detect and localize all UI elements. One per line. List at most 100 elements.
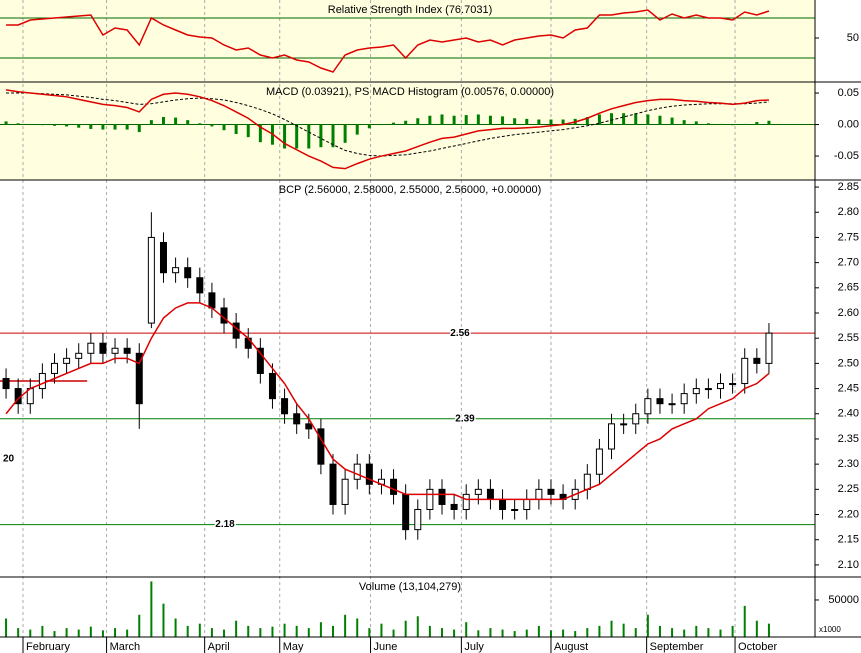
histogram-bar: [89, 124, 93, 129]
volume-bar: [646, 614, 649, 637]
candle-body: [2, 378, 10, 390]
histogram-bar: [331, 124, 335, 148]
histogram-bar: [622, 113, 626, 125]
y-tick-label: 2.85: [838, 181, 859, 193]
y-tick-label: 2.65: [838, 282, 859, 294]
y-tick-label: 2.35: [838, 433, 859, 445]
histogram-bar: [379, 124, 383, 126]
candle-body: [75, 352, 83, 359]
volume-bar: [695, 625, 698, 637]
candle-body: [123, 347, 131, 354]
histogram-bar: [113, 124, 117, 130]
candle-body: [620, 423, 628, 426]
histogram-bar: [198, 123, 202, 125]
x-tick-label: September: [650, 641, 704, 653]
volume-bar: [549, 630, 552, 637]
x-tick-label: August: [554, 641, 588, 653]
volume-bar: [223, 629, 226, 637]
volume-bar: [683, 629, 686, 637]
y-tick-label: 2.70: [838, 257, 859, 269]
histogram-bar: [706, 123, 710, 125]
candle-body: [63, 357, 71, 364]
volume-bar: [671, 628, 674, 637]
y-tick-label: 2.10: [838, 559, 859, 571]
candle-body: [462, 493, 470, 510]
histogram-bar: [101, 124, 105, 130]
volume-bar: [562, 629, 565, 637]
histogram-bar: [670, 117, 674, 125]
candle-body: [305, 423, 313, 430]
panel-title: MACD (0.03921), PS MACD Histogram (0.005…: [266, 86, 554, 98]
candle-body: [159, 241, 167, 274]
volume-bar: [731, 625, 734, 637]
volume-bar: [477, 630, 480, 637]
y-tick-label: 2.25: [838, 483, 859, 495]
candle-body: [147, 236, 155, 324]
volume-bar: [380, 623, 383, 637]
volume-bar: [465, 622, 468, 637]
volume-bar: [259, 628, 262, 637]
x-tick-label: March: [110, 641, 141, 653]
histogram-bar: [16, 123, 20, 125]
y-tick-label: 2.75: [838, 231, 859, 243]
candle-body: [426, 488, 434, 510]
y-tick-label: 2.30: [838, 458, 859, 470]
candle-body: [729, 383, 737, 386]
level-label: 2.18: [215, 519, 235, 530]
candle-body: [99, 342, 107, 354]
volume-bar: [598, 625, 601, 637]
candle-body: [741, 357, 749, 385]
candle-body: [595, 448, 603, 475]
volume-bar: [283, 623, 286, 637]
histogram-bar: [767, 120, 771, 125]
volume-bar: [440, 628, 443, 637]
histogram-bar: [222, 124, 226, 131]
volume-bar: [368, 628, 371, 637]
volume-bar: [53, 631, 56, 637]
candle-body: [414, 508, 422, 531]
histogram-bar: [549, 119, 553, 125]
volume-bar: [344, 614, 347, 637]
candle-body: [293, 413, 301, 425]
volume-bar: [743, 605, 746, 637]
histogram-bar: [585, 116, 589, 125]
volume-bar: [428, 625, 431, 637]
volume-bar: [719, 629, 722, 637]
y-tick-label: 2.60: [838, 307, 859, 319]
volume-bar: [525, 629, 528, 637]
volume-bar: [41, 625, 44, 637]
panel-title: Volume (13,104,279): [359, 581, 461, 593]
candle-body: [208, 292, 216, 309]
histogram-bar: [149, 120, 153, 125]
candle-body: [353, 463, 361, 480]
volume-bar: [392, 629, 395, 637]
histogram-bar: [65, 124, 69, 127]
candle-body: [753, 357, 761, 364]
candle-body: [474, 488, 482, 495]
volume-bar: [622, 623, 625, 637]
volume-bar: [574, 631, 577, 637]
candle-body: [196, 277, 204, 294]
histogram-bar: [283, 124, 287, 149]
level-label: 2.56: [450, 328, 470, 339]
x-tick-label: June: [374, 641, 398, 653]
y-tick-label: 50: [847, 32, 859, 44]
candle-body: [135, 352, 143, 405]
panel-background: [0, 82, 815, 180]
volume-bar: [198, 623, 201, 637]
candle-body: [499, 498, 507, 510]
candle-body: [656, 398, 664, 405]
histogram-bar: [488, 115, 492, 125]
histogram-bar: [404, 120, 408, 125]
histogram-bar: [476, 114, 480, 125]
y-tick-label: 50000: [828, 594, 859, 606]
histogram-bar: [4, 121, 8, 125]
candle-body: [317, 428, 325, 465]
histogram-bar: [161, 116, 165, 125]
candle-body: [717, 383, 725, 390]
candle-body: [523, 498, 531, 510]
histogram-bar: [52, 124, 56, 126]
histogram-bar: [719, 123, 723, 125]
histogram-bar: [658, 115, 662, 125]
histogram-bar: [537, 119, 541, 125]
